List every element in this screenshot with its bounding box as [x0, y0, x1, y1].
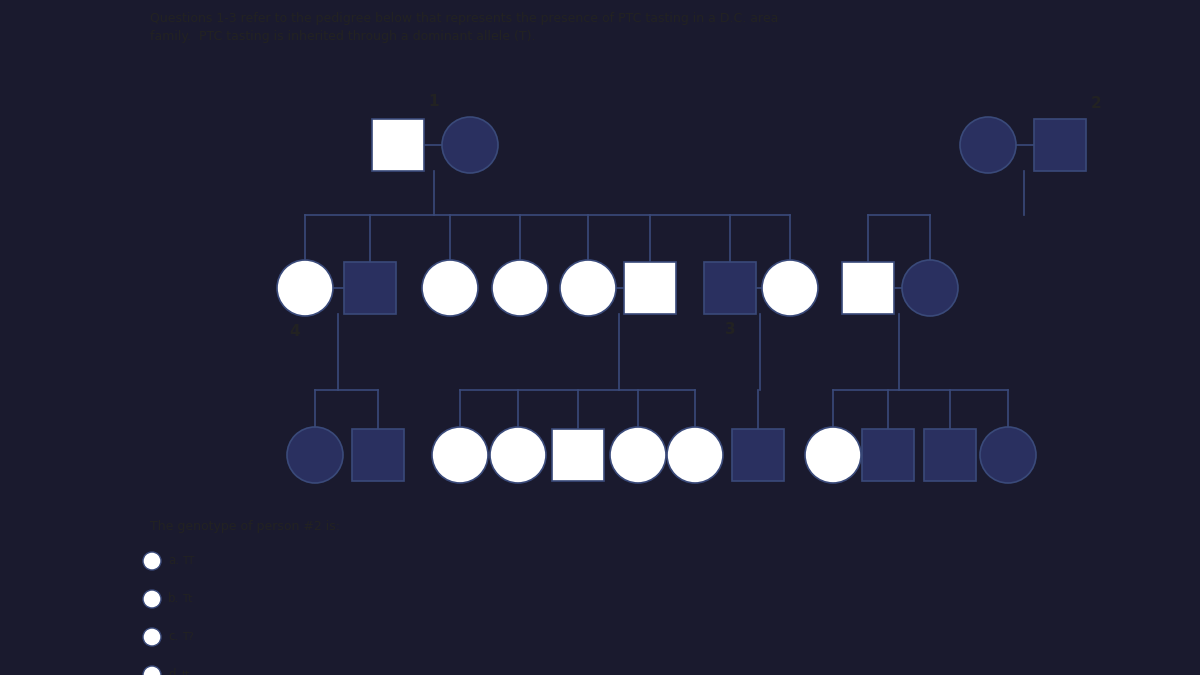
- Text: Questions 1-3 refer to the pedigree below that represents the presence of PTC ta: Questions 1-3 refer to the pedigree belo…: [150, 12, 779, 25]
- Text: 1: 1: [428, 94, 439, 109]
- Ellipse shape: [432, 427, 488, 483]
- Ellipse shape: [560, 260, 616, 316]
- Ellipse shape: [762, 260, 818, 316]
- Ellipse shape: [143, 628, 161, 646]
- Bar: [352, 429, 404, 481]
- Ellipse shape: [143, 552, 161, 570]
- Bar: [924, 429, 976, 481]
- Bar: [372, 119, 424, 171]
- Text: 2: 2: [1091, 96, 1102, 111]
- Ellipse shape: [143, 666, 161, 675]
- Text: TT: TT: [182, 556, 194, 566]
- Bar: [732, 429, 784, 481]
- Ellipse shape: [422, 260, 478, 316]
- Ellipse shape: [980, 427, 1036, 483]
- Text: d.: d.: [168, 668, 179, 675]
- Bar: [842, 262, 894, 314]
- Text: 3: 3: [725, 322, 736, 337]
- Text: The genotype of person #2 is:: The genotype of person #2 is:: [150, 520, 340, 533]
- Ellipse shape: [490, 427, 546, 483]
- Text: b.: b.: [168, 593, 179, 605]
- Bar: [624, 262, 676, 314]
- Ellipse shape: [287, 427, 343, 483]
- Text: 4: 4: [289, 324, 300, 339]
- Text: T?: T?: [182, 632, 193, 642]
- Ellipse shape: [667, 427, 722, 483]
- Text: a.: a.: [168, 554, 179, 568]
- Text: tt: tt: [182, 670, 191, 675]
- Text: Tt: Tt: [182, 594, 192, 604]
- Text: c.: c.: [168, 630, 178, 643]
- Bar: [862, 429, 914, 481]
- Ellipse shape: [492, 260, 548, 316]
- Text: family.  PTC tasting is inherited through a dominant allele (T).: family. PTC tasting is inherited through…: [150, 30, 535, 43]
- Bar: [704, 262, 756, 314]
- Bar: [1034, 119, 1086, 171]
- Ellipse shape: [902, 260, 958, 316]
- Ellipse shape: [442, 117, 498, 173]
- Ellipse shape: [277, 260, 334, 316]
- Bar: [552, 429, 604, 481]
- Bar: [344, 262, 396, 314]
- Ellipse shape: [960, 117, 1016, 173]
- Ellipse shape: [805, 427, 862, 483]
- Ellipse shape: [610, 427, 666, 483]
- Ellipse shape: [143, 590, 161, 608]
